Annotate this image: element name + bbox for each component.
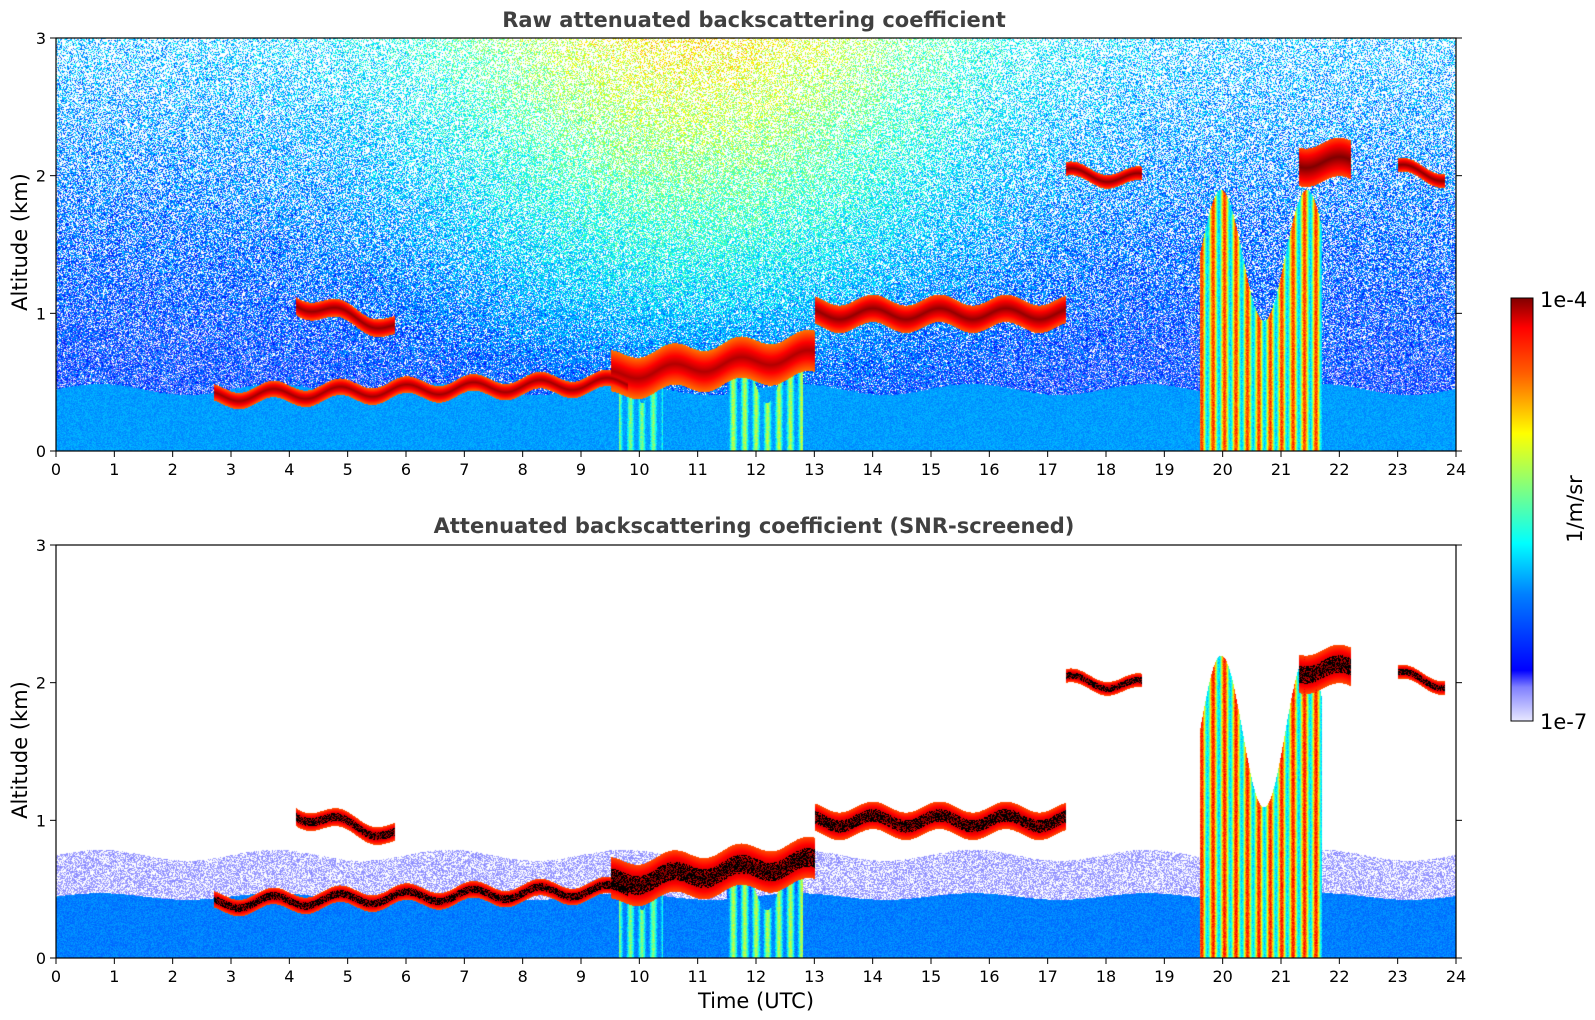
y-tick-label: 0: [36, 442, 46, 461]
x-tick-label: 23: [1387, 460, 1407, 479]
y-axis-label: Altitude (km): [8, 173, 32, 311]
x-tick-label: 7: [459, 967, 469, 986]
x-tick-label: 0: [51, 460, 61, 479]
x-tick-label: 10: [629, 460, 649, 479]
x-tick-label: 2: [168, 967, 178, 986]
x-tick-label: 15: [921, 460, 941, 479]
heatmap-canvas: [56, 545, 1456, 958]
x-tick-label: 14: [862, 460, 882, 479]
x-tick-label: 3: [226, 967, 236, 986]
x-tick-label: 18: [1096, 967, 1116, 986]
x-tick-label: 19: [1154, 460, 1174, 479]
x-tick-label: 5: [343, 967, 353, 986]
y-tick-label: 0: [36, 949, 46, 968]
y-axis-label: Altitude (km): [8, 681, 32, 819]
colorbar-min-label: 1e-7: [1540, 710, 1587, 734]
x-tick-label: 20: [1212, 967, 1232, 986]
colorbar-unit-label: 1/m/sr: [1563, 475, 1587, 543]
y-axis: 0 1 2 3: [36, 29, 1462, 461]
x-tick-label: 9: [576, 460, 586, 479]
x-tick-label: 23: [1387, 967, 1407, 986]
x-tick-label: 24: [1446, 460, 1466, 479]
x-tick-label: 21: [1271, 460, 1291, 479]
y-tick-label: 1: [36, 304, 46, 323]
y-tick-label: 2: [36, 674, 46, 693]
x-tick-label: 9: [576, 967, 586, 986]
x-tick-label: 13: [804, 460, 824, 479]
x-tick-label: 16: [979, 967, 999, 986]
x-tick-label: 8: [518, 460, 528, 479]
x-tick-label: 3: [226, 460, 236, 479]
x-axis: 0 1 2 3 4 5 6 7 8 9 10 11 12 13 14 15 16 17 18 19 20 21 22 23 24: [51, 451, 1466, 479]
heatmap-area: [56, 545, 1456, 958]
x-tick-label: 6: [401, 460, 411, 479]
x-tick-label: 12: [746, 460, 766, 479]
y-tick-label: 1: [36, 811, 46, 830]
x-tick-label: 1: [109, 460, 119, 479]
x-tick-label: 13: [804, 967, 824, 986]
x-tick-label: 5: [343, 460, 353, 479]
x-tick-label: 24: [1446, 967, 1466, 986]
x-tick-label: 8: [518, 967, 528, 986]
panel-title: Attenuated backscattering coefficient (S…: [434, 514, 1075, 538]
x-tick-label: 0: [51, 967, 61, 986]
x-tick-label: 22: [1329, 460, 1349, 479]
x-tick-label: 1: [109, 967, 119, 986]
x-tick-label: 4: [284, 967, 294, 986]
x-tick-label: 12: [746, 967, 766, 986]
x-tick-label: 18: [1096, 460, 1116, 479]
colorbar: 1e-4 1e-7 1/m/sr: [1510, 288, 1587, 734]
y-axis: 0 1 2 3: [36, 536, 1462, 968]
panel-screened: Attenuated backscattering coefficient (S…: [8, 514, 1466, 1013]
x-tick-label: 10: [629, 967, 649, 986]
x-tick-label: 4: [284, 460, 294, 479]
y-tick-label: 3: [36, 29, 46, 48]
x-tick-label: 11: [687, 967, 707, 986]
x-tick-label: 14: [862, 967, 882, 986]
panel-raw: Raw attenuated backscattering coefficien…: [8, 8, 1466, 479]
x-tick-label: 20: [1212, 460, 1232, 479]
colorbar-max-label: 1e-4: [1540, 288, 1587, 312]
panel-title: Raw attenuated backscattering coefficien…: [502, 8, 1006, 32]
x-tick-label: 22: [1329, 967, 1349, 986]
x-tick-label: 21: [1271, 967, 1291, 986]
x-tick-label: 17: [1037, 460, 1057, 479]
x-tick-label: 7: [459, 460, 469, 479]
x-tick-label: 17: [1037, 967, 1057, 986]
x-axis-label: Time (UTC): [697, 989, 814, 1013]
heatmap-area: [56, 38, 1456, 451]
y-tick-label: 3: [36, 536, 46, 555]
x-tick-label: 19: [1154, 967, 1174, 986]
x-tick-label: 15: [921, 967, 941, 986]
x-axis: 0 1 2 3 4 5 6 7 8 9 10 11 12 13 14 15 16 17 18 19 20 21 22 23 24: [51, 958, 1466, 986]
colorbar-gradient: [1510, 297, 1534, 722]
x-tick-label: 16: [979, 460, 999, 479]
x-tick-label: 6: [401, 967, 411, 986]
x-tick-label: 11: [687, 460, 707, 479]
y-tick-label: 2: [36, 167, 46, 186]
x-tick-label: 2: [168, 460, 178, 479]
heatmap-canvas: [56, 38, 1456, 451]
